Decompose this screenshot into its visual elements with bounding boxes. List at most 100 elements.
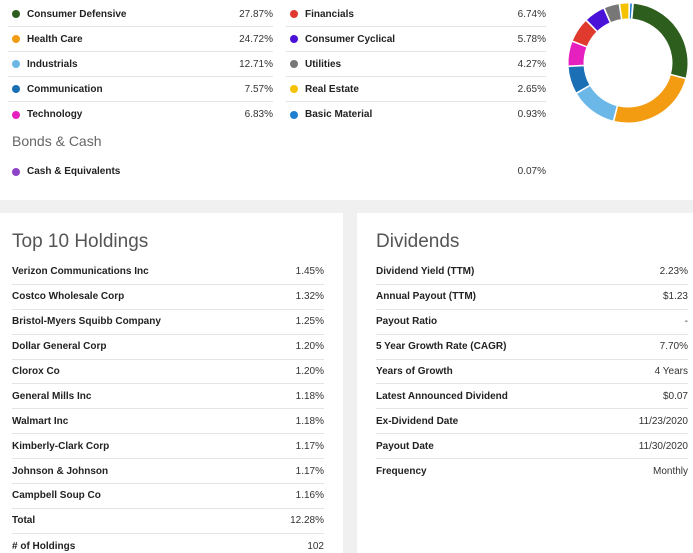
holding-row: Bristol-Myers Squibb Company 1.25% bbox=[12, 310, 324, 335]
holding-row: Costco Wholesale Corp 1.32% bbox=[12, 285, 324, 310]
allocation-row: Technology 6.83% bbox=[8, 102, 273, 127]
allocation-value: 2.65% bbox=[517, 83, 546, 95]
total-value: 12.28% bbox=[290, 515, 324, 527]
holdings-title: Top 10 Holdings bbox=[12, 231, 149, 252]
dividend-row: 5 Year Growth Rate (CAGR) 7.70% bbox=[376, 335, 688, 360]
allocation-row: Utilities 4.27% bbox=[286, 52, 546, 77]
holding-weight: 1.17% bbox=[295, 440, 324, 452]
holdings-count-row: # of Holdings 102 bbox=[12, 534, 324, 553]
holdings-total-row: Total 12.28% bbox=[12, 509, 324, 534]
dividend-value: 11/23/2020 bbox=[638, 415, 688, 427]
allocation-value: 4.27% bbox=[517, 58, 546, 70]
holding-name: Verizon Communications Inc bbox=[12, 266, 149, 278]
holding-weight: 1.32% bbox=[295, 291, 324, 303]
holdings-count-label: # of Holdings bbox=[12, 540, 76, 552]
holding-weight: 1.18% bbox=[295, 390, 324, 402]
dividend-label: Ex-Dividend Date bbox=[376, 415, 459, 427]
holding-name: Costco Wholesale Corp bbox=[12, 291, 125, 303]
legend-dot-icon bbox=[290, 10, 298, 18]
allocation-label: Health Care bbox=[27, 33, 83, 45]
legend-dot-icon bbox=[290, 60, 298, 68]
dividend-value: 11/30/2020 bbox=[638, 440, 688, 452]
allocation-value: 6.74% bbox=[517, 8, 546, 20]
dividend-label: Latest Announced Dividend bbox=[376, 390, 508, 402]
cash-row: Cash & Equivalents 0.07% bbox=[8, 159, 546, 184]
donut-slice-industrials bbox=[575, 84, 618, 122]
donut-slice-consumer-defensive bbox=[631, 2, 689, 79]
holding-row: Johnson & Johnson 1.17% bbox=[12, 459, 324, 485]
dividend-row: Latest Announced Dividend $0.07 bbox=[376, 384, 688, 410]
legend-dot-icon bbox=[290, 110, 298, 119]
cash-label: Cash & Equivalents bbox=[27, 166, 121, 177]
donut-slice-communication bbox=[567, 65, 591, 94]
holding-name: Walmart Inc bbox=[12, 415, 69, 427]
dividend-value: $1.23 bbox=[662, 291, 688, 303]
donut-slice-utilities bbox=[603, 3, 622, 24]
holding-weight: 1.45% bbox=[295, 266, 324, 278]
holding-weight: 1.20% bbox=[295, 341, 324, 353]
dividend-value: 7.70% bbox=[659, 341, 688, 353]
holding-weight: 1.16% bbox=[295, 490, 324, 502]
dividend-row: Payout Date 11/30/2020 bbox=[376, 434, 688, 460]
allocation-label: Communication bbox=[27, 83, 103, 95]
holdings-count-value: 102 bbox=[307, 540, 324, 552]
dividend-label: Dividend Yield (TTM) bbox=[376, 266, 475, 278]
holding-row: Verizon Communications Inc 1.45% bbox=[12, 260, 324, 285]
dividend-label: 5 Year Growth Rate (CAGR) bbox=[376, 341, 507, 353]
holding-weight: 1.20% bbox=[295, 366, 324, 377]
sector-allocation-section: Consumer Defensive 27.87% Health Care 24.7… bbox=[0, 0, 693, 200]
holding-name: Campbell Soup Co bbox=[12, 490, 101, 502]
holding-name: Dollar General Corp bbox=[12, 341, 107, 353]
allocation-value: 7.57% bbox=[244, 83, 273, 95]
dividend-row: Dividend Yield (TTM) 2.23% bbox=[376, 260, 688, 285]
donut-slice-basic-material bbox=[628, 2, 634, 20]
donut-slice-technology bbox=[567, 40, 588, 67]
donut-slice-real-estate bbox=[619, 2, 630, 20]
allocation-list-right: Financials 6.74% Consumer Cyclical 5.78% U… bbox=[286, 2, 546, 127]
holding-row: Dollar General Corp 1.20% bbox=[12, 335, 324, 360]
allocation-label: Industrials bbox=[27, 58, 78, 70]
allocation-label: Utilities bbox=[305, 58, 342, 70]
allocation-label: Financials bbox=[305, 8, 354, 20]
allocation-row: Health Care 24.72% bbox=[8, 27, 273, 52]
dividends-title: Dividends bbox=[376, 231, 460, 252]
allocation-label: Technology bbox=[27, 109, 83, 120]
allocation-row: Consumer Defensive 27.87% bbox=[8, 2, 273, 27]
allocation-row: Communication 7.57% bbox=[8, 77, 273, 102]
allocation-row: Real Estate 2.65% bbox=[286, 77, 546, 102]
allocation-value: 12.71% bbox=[239, 58, 273, 70]
holding-row: Campbell Soup Co 1.16% bbox=[12, 484, 324, 509]
dividend-label: Frequency bbox=[376, 466, 427, 478]
legend-dot-icon bbox=[290, 35, 298, 43]
dividend-row: Payout Ratio - bbox=[376, 310, 688, 335]
top-holdings-panel: Top 10 Holdings Verizon Communications I… bbox=[0, 213, 343, 553]
holding-row: Walmart Inc 1.18% bbox=[12, 409, 324, 435]
allocation-label: Consumer Cyclical bbox=[305, 33, 396, 45]
legend-dot-icon bbox=[12, 110, 20, 119]
holding-name: Johnson & Johnson bbox=[12, 465, 109, 477]
donut-slice-financials bbox=[571, 19, 598, 48]
holding-name: Clorox Co bbox=[12, 366, 60, 377]
dividend-value: Monthly bbox=[652, 466, 688, 478]
allocation-row: Financials 6.74% bbox=[286, 2, 546, 27]
legend-dot-icon bbox=[12, 35, 20, 43]
legend-dot-icon bbox=[290, 85, 298, 93]
dividend-row: Years of Growth 4 Years bbox=[376, 360, 688, 385]
allocation-row: Industrials 12.71% bbox=[8, 52, 273, 77]
dividend-row: Annual Payout (TTM) $1.23 bbox=[376, 285, 688, 310]
allocation-row: Basic Material 0.93% bbox=[286, 102, 546, 127]
allocation-label: Real Estate bbox=[305, 83, 359, 95]
allocation-value: 0.93% bbox=[517, 109, 546, 120]
dividends-panel: Dividends Dividend Yield (TTM) 2.23% Annu… bbox=[357, 213, 693, 553]
holding-row: Clorox Co 1.20% bbox=[12, 360, 324, 385]
allocation-value: 6.83% bbox=[244, 109, 273, 120]
dividend-value: - bbox=[684, 316, 688, 328]
allocation-label: Consumer Defensive bbox=[27, 8, 127, 20]
dividend-label: Years of Growth bbox=[376, 366, 453, 377]
allocation-value: 24.72% bbox=[239, 33, 273, 45]
holding-name: Kimberly-Clark Corp bbox=[12, 440, 110, 452]
legend-dot-icon bbox=[12, 167, 20, 176]
dividend-label: Annual Payout (TTM) bbox=[376, 291, 476, 303]
dividend-value: $0.07 bbox=[662, 390, 688, 402]
holding-name: Bristol-Myers Squibb Company bbox=[12, 316, 161, 328]
